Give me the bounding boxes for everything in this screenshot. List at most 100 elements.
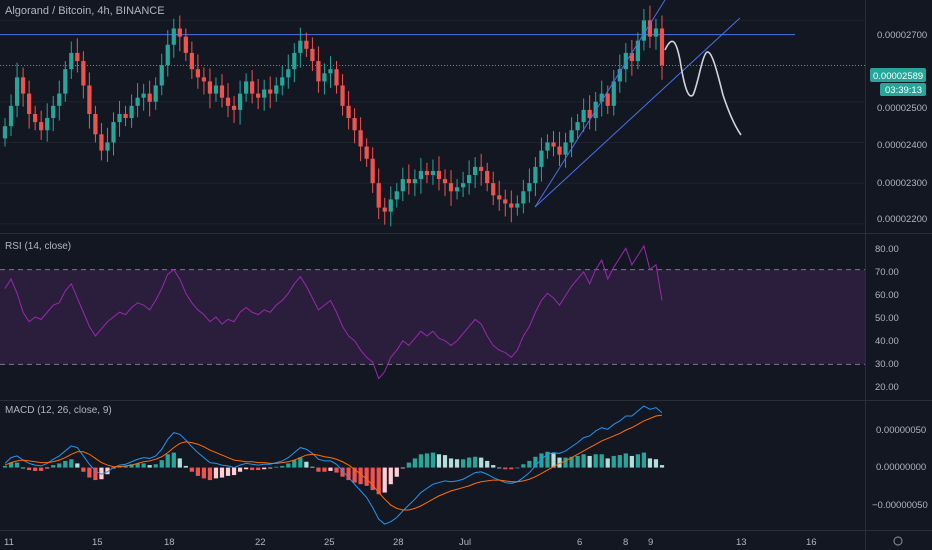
macd-tick: 0.00000000 bbox=[876, 462, 926, 473]
candle bbox=[195, 54, 200, 89]
macd-histogram-bar bbox=[57, 463, 62, 468]
candle bbox=[256, 78, 261, 110]
candle-body bbox=[81, 61, 86, 86]
macd-histogram-bar bbox=[400, 467, 405, 469]
candle bbox=[418, 157, 424, 194]
candle bbox=[231, 96, 237, 123]
candle-body bbox=[370, 158, 375, 184]
time-tick: 22 bbox=[255, 537, 266, 548]
gear-icon[interactable] bbox=[893, 536, 903, 546]
macd-histogram-bar bbox=[575, 455, 580, 468]
candle-body bbox=[533, 166, 538, 184]
price-tick: 0.00002500 bbox=[877, 103, 927, 114]
macd-histogram-bar bbox=[213, 467, 219, 479]
macd-histogram-bar bbox=[581, 454, 586, 468]
price-axis[interactable]: 0.00002700 0.00002500 0.00002400 0.00002… bbox=[870, 30, 927, 225]
candle bbox=[563, 132, 568, 168]
candle bbox=[424, 162, 430, 184]
macd-histogram-bar bbox=[237, 467, 243, 472]
candle-body bbox=[382, 207, 387, 212]
macd-label: MACD (12, 26, close, 9) bbox=[5, 405, 112, 416]
macd-histogram-bar bbox=[328, 467, 333, 471]
candle-body bbox=[388, 199, 393, 212]
macd-histogram-bar bbox=[569, 456, 574, 468]
macd-histogram-bar bbox=[527, 460, 532, 468]
candle-body bbox=[653, 28, 659, 37]
rsi-tick: 30.00 bbox=[875, 359, 899, 370]
candle-body bbox=[647, 20, 653, 37]
time-axis[interactable]: 11 15 18 22 25 28 Jul 6 8 9 13 16 bbox=[4, 537, 817, 548]
candle bbox=[346, 91, 351, 130]
candle-body bbox=[473, 166, 478, 176]
macd-histogram-bar bbox=[8, 462, 14, 468]
candle bbox=[388, 186, 393, 227]
channel-upper-line[interactable] bbox=[534, 0, 666, 208]
macd-histogram-bar bbox=[587, 455, 592, 468]
rsi-axis[interactable]: 80.00 70.00 60.00 50.00 40.00 30.00 20.0… bbox=[875, 244, 899, 393]
candle-body bbox=[141, 93, 146, 98]
candle-body bbox=[280, 77, 285, 86]
time-tick: 8 bbox=[623, 537, 628, 548]
candle-body bbox=[250, 81, 255, 94]
candle-body bbox=[322, 73, 327, 82]
rsi-band bbox=[0, 269, 865, 365]
current-price-badge bbox=[870, 68, 926, 82]
macd-histogram-bar bbox=[75, 463, 80, 468]
time-tick: 28 bbox=[393, 537, 404, 548]
candle bbox=[135, 83, 140, 118]
macd-histogram-bar bbox=[250, 467, 255, 471]
candle-body bbox=[8, 105, 14, 127]
candle bbox=[539, 137, 544, 182]
candle-body bbox=[539, 150, 544, 167]
candle bbox=[153, 77, 158, 110]
candle bbox=[27, 80, 32, 129]
candle bbox=[159, 53, 164, 96]
price-pane[interactable] bbox=[0, 0, 865, 227]
channel-lower-line[interactable] bbox=[534, 17, 741, 208]
candle bbox=[412, 169, 417, 197]
macd-histogram-bar bbox=[629, 455, 634, 468]
macd-histogram-bar bbox=[388, 467, 393, 485]
candle-body bbox=[436, 170, 442, 180]
candle bbox=[280, 65, 285, 96]
macd-axis[interactable]: 0.00000050 0.00000000 −0.00000050 bbox=[872, 425, 928, 511]
macd-histogram-bar bbox=[479, 457, 484, 468]
candle bbox=[527, 168, 532, 203]
macd-histogram-bar bbox=[358, 467, 363, 485]
candle bbox=[219, 74, 225, 108]
candle bbox=[503, 189, 508, 217]
candle bbox=[183, 28, 188, 62]
candle-body bbox=[33, 113, 38, 123]
candle bbox=[93, 105, 98, 143]
candle-body bbox=[304, 40, 309, 49]
candle-body bbox=[171, 28, 176, 45]
time-tick: 15 bbox=[92, 537, 103, 548]
candle-body bbox=[286, 69, 291, 78]
macd-histogram-bar bbox=[473, 456, 478, 468]
macd-histogram-bar bbox=[497, 467, 502, 469]
macd-histogram-bar bbox=[69, 459, 74, 468]
macd-histogram-bar bbox=[147, 465, 152, 468]
candle bbox=[51, 96, 56, 132]
candle bbox=[81, 51, 86, 99]
candle bbox=[479, 153, 484, 186]
candle-body bbox=[225, 97, 231, 106]
candle bbox=[250, 70, 255, 104]
macd-histogram-bar bbox=[635, 454, 640, 468]
candle-body bbox=[569, 130, 574, 143]
macd-histogram-bar bbox=[467, 457, 472, 468]
macd-pane[interactable] bbox=[2, 405, 665, 525]
candle bbox=[171, 18, 176, 58]
price-tick: 0.00002400 bbox=[877, 140, 927, 151]
candle bbox=[14, 62, 20, 118]
macd-histogram-bar bbox=[521, 464, 526, 468]
rsi-pane[interactable] bbox=[4, 244, 663, 380]
candle-body bbox=[581, 109, 586, 123]
candle-body bbox=[454, 187, 460, 192]
candle-body bbox=[117, 113, 122, 123]
candle-body bbox=[207, 81, 213, 94]
projection-path[interactable] bbox=[664, 40, 742, 136]
chart-title: Algorand / Bitcoin, 4h, BINANCE bbox=[5, 5, 165, 17]
